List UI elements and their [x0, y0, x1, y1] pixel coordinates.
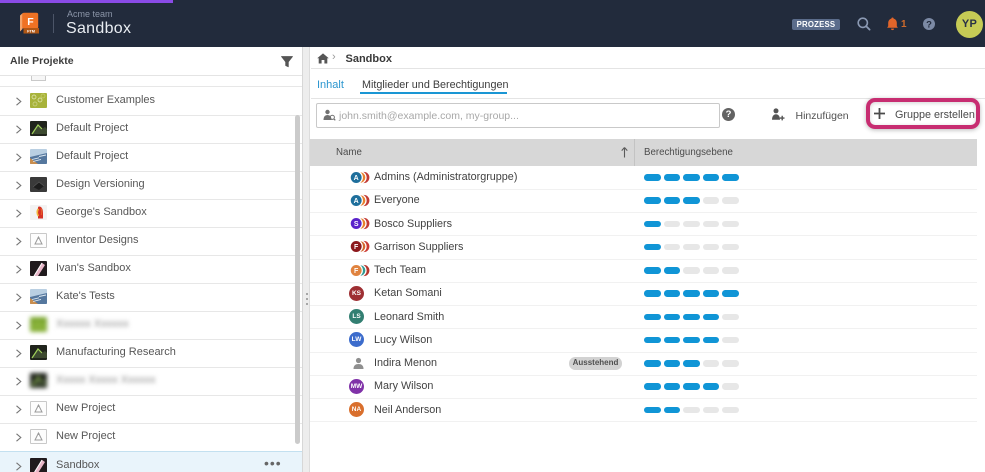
svg-text:F: F: [354, 244, 359, 251]
svg-text:A: A: [354, 198, 359, 205]
svg-text:S: S: [354, 221, 359, 228]
svg-text:FTM: FTM: [27, 29, 35, 33]
svg-text:F: F: [27, 16, 34, 28]
svg-text:?: ?: [926, 20, 932, 31]
svg-text:F: F: [354, 268, 359, 275]
svg-text:A: A: [354, 175, 359, 182]
